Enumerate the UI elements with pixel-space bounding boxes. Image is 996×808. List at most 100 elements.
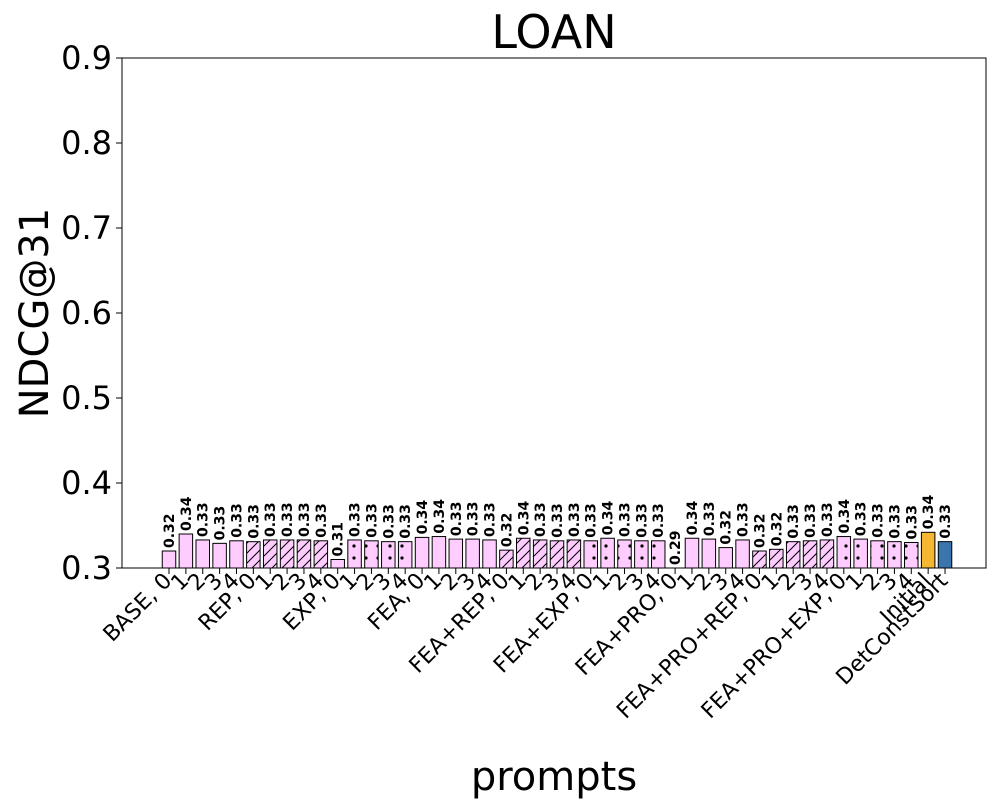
bar-value-label: 0.34 xyxy=(516,500,532,535)
bar-pattern xyxy=(803,540,817,568)
bar-pattern xyxy=(853,539,868,568)
bar-pattern xyxy=(651,540,665,568)
y-tick-label: 0.7 xyxy=(61,209,112,247)
bar-pattern xyxy=(820,539,834,568)
y-tick-label: 0.6 xyxy=(61,294,112,332)
bar-value-label: 0.32 xyxy=(499,513,515,548)
bar-value-label: 0.33 xyxy=(280,502,296,537)
bar-value-label: 0.33 xyxy=(887,504,903,539)
bar-value-label: 0.33 xyxy=(871,503,887,538)
y-tick-label: 0.8 xyxy=(61,124,112,162)
bar-pattern xyxy=(550,540,564,568)
bar-value-label: 0.34 xyxy=(179,496,195,531)
bar-value-label: 0.33 xyxy=(449,502,465,537)
bar-value-label: 0.33 xyxy=(483,502,499,537)
bar xyxy=(431,536,447,569)
bar xyxy=(482,539,497,569)
y-tick-label: 0.4 xyxy=(61,464,112,502)
bar-value-label: 0.33 xyxy=(348,502,364,537)
bar-pattern xyxy=(499,550,514,568)
value-labels: 0.32 0.34 0.33 0.33 0.33 0.33 0.33 0.33 0.33 0.33… xyxy=(162,494,954,565)
bar xyxy=(229,540,244,569)
bar-pattern xyxy=(904,542,919,568)
bar-value-label: 0.33 xyxy=(229,503,245,538)
bar-value-label: 0.33 xyxy=(246,504,262,539)
bar-value-label: 0.33 xyxy=(297,502,313,537)
bar-value-label: 0.31 xyxy=(331,522,347,557)
bar xyxy=(414,536,430,569)
bar-value-label: 0.33 xyxy=(314,503,330,538)
bar-value-label: 0.33 xyxy=(651,503,667,538)
bar-value-label: 0.33 xyxy=(786,504,802,539)
plot-frame xyxy=(121,57,987,569)
bar-value-label: 0.33 xyxy=(364,503,380,538)
bar-value-label: 0.33 xyxy=(398,504,414,539)
bar-value-label: 0.33 xyxy=(820,502,836,537)
bar-pattern xyxy=(347,539,362,568)
bar-value-label: 0.32 xyxy=(719,510,735,545)
bars xyxy=(161,531,953,569)
bar-pattern xyxy=(246,541,261,568)
y-tick-label: 0.3 xyxy=(61,549,112,587)
bar-value-label: 0.34 xyxy=(601,500,617,535)
bar-value-label: 0.32 xyxy=(162,513,178,548)
bar-value-label: 0.33 xyxy=(567,502,583,537)
bar-value-label: 0.33 xyxy=(702,502,718,537)
y-axis-label: NDCG@31 xyxy=(12,208,58,419)
bar-pattern xyxy=(600,538,615,568)
bar-value-label: 0.33 xyxy=(634,503,650,538)
bar-value-label: 0.33 xyxy=(466,502,482,537)
bar xyxy=(178,533,194,569)
bar-value-label: 0.34 xyxy=(921,494,937,529)
bar xyxy=(937,541,953,569)
bar-pattern xyxy=(837,536,851,568)
bar-value-label: 0.33 xyxy=(736,502,752,537)
bar-pattern xyxy=(381,541,396,568)
bar xyxy=(448,538,464,569)
bar xyxy=(735,539,750,569)
bar-pattern xyxy=(634,540,649,568)
bar-pattern xyxy=(870,540,885,568)
bar-value-label: 0.33 xyxy=(617,502,633,537)
bar-value-label: 0.32 xyxy=(769,512,785,547)
bar-pattern xyxy=(533,539,547,568)
bar-value-label: 0.34 xyxy=(415,500,431,535)
bar-value-label: 0.33 xyxy=(904,505,920,540)
bar-value-label: 0.34 xyxy=(685,500,701,535)
bar-pattern xyxy=(516,538,531,568)
bar-pattern xyxy=(398,541,412,568)
y-tick-label: 0.9 xyxy=(61,39,112,77)
bar xyxy=(701,538,717,569)
bar-pattern xyxy=(617,539,632,568)
bar-value-label: 0.33 xyxy=(584,503,600,538)
bar-value-label: 0.33 xyxy=(854,502,870,537)
bar xyxy=(212,542,227,569)
bar-pattern xyxy=(314,540,328,568)
bar-pattern xyxy=(280,539,294,568)
bar-pattern xyxy=(752,551,767,568)
bar-value-label: 0.32 xyxy=(752,513,768,548)
y-axis-ticks: 0.3 0.4 0.5 0.6 0.7 0.8 0.9 xyxy=(61,39,122,587)
bar-pattern xyxy=(567,539,581,568)
bar-value-label: 0.33 xyxy=(196,502,212,537)
bar-pattern xyxy=(330,559,345,568)
bar-pattern xyxy=(769,549,784,568)
bar-pattern xyxy=(887,541,902,568)
chart-title: LOAN xyxy=(491,5,616,59)
bar-value-label: 0.33 xyxy=(263,502,279,537)
y-tick-label: 0.5 xyxy=(61,379,112,417)
bar-value-label: 0.33 xyxy=(550,503,566,538)
bar xyxy=(195,539,210,569)
bar-value-label: 0.29 xyxy=(668,530,684,565)
bar-value-label: 0.33 xyxy=(213,506,229,541)
bar xyxy=(684,537,700,569)
bar xyxy=(718,547,733,569)
bar-value-label: 0.33 xyxy=(381,504,397,539)
bar-pattern xyxy=(364,540,379,568)
bar-value-label: 0.33 xyxy=(938,504,954,539)
bar-value-label: 0.33 xyxy=(533,502,549,537)
bar-value-label: 0.33 xyxy=(803,503,819,538)
bar-pattern xyxy=(786,541,800,568)
